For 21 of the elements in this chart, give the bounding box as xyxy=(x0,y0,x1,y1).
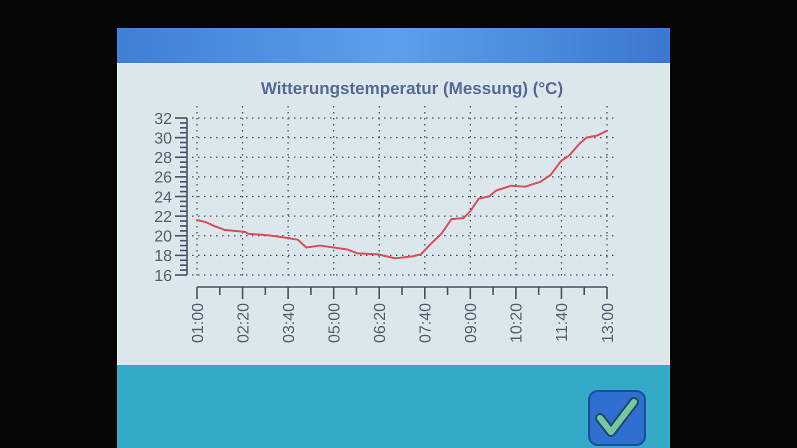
x-tick-label: 03:40 xyxy=(280,302,298,344)
x-tick-label: 07:40 xyxy=(418,302,435,344)
chart-title: Witterungstemperatur (Messung) (°C) xyxy=(260,79,564,98)
y-tick-label: 32 xyxy=(154,110,172,128)
x-tick-label: 01:00 xyxy=(190,302,207,344)
x-tick-label: 10:20 xyxy=(508,302,526,344)
x-tick-label: 09:00 xyxy=(463,302,480,344)
line-series xyxy=(196,130,608,260)
y-tick-label: 16 xyxy=(154,268,172,285)
y-tick-label: 28 xyxy=(154,150,172,168)
x-tick-label: 02:20 xyxy=(235,302,252,344)
x-tick-label: 05:00 xyxy=(326,302,344,344)
x-tick-label: 11:40 xyxy=(554,302,572,342)
y-tick-label: 18 xyxy=(154,248,172,266)
y-tick-label: 22 xyxy=(154,208,172,226)
y-tick-label: 20 xyxy=(154,228,172,246)
y-tick-label: 26 xyxy=(154,170,172,187)
y-tick-label: 30 xyxy=(154,130,172,148)
y-tick-label: 24 xyxy=(154,189,172,206)
x-tick-label: 13:00 xyxy=(600,302,617,344)
x-tick-label: 06:20 xyxy=(372,302,389,344)
